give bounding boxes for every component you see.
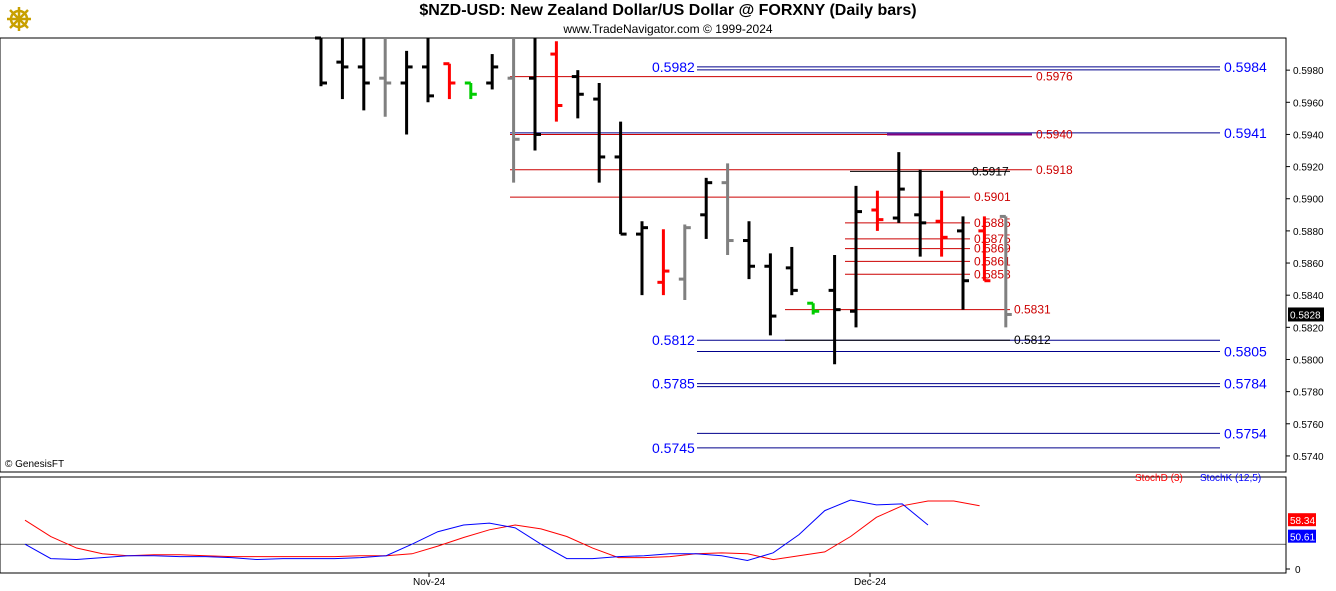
ohlc-bar [422, 38, 434, 103]
ohlc-bar [700, 177, 713, 239]
ohlc-bar [657, 229, 670, 296]
blue-level-right-label: 0.5805 [1224, 343, 1267, 359]
price-tick-label: 0.5960 [1293, 98, 1324, 109]
blue-level-left-label: 0.5785 [652, 376, 695, 392]
ohlc-bar [871, 190, 884, 231]
time-tick-label: Dec-24 [854, 577, 887, 588]
ohlc-bar [743, 221, 755, 280]
ohlc-bar [571, 70, 584, 119]
price-tick-label: 0.5760 [1293, 420, 1324, 431]
ohlc-bar [721, 163, 734, 255]
ohlc-bar [892, 152, 905, 223]
blue-level-right-label: 0.5784 [1224, 376, 1267, 392]
price-tick-label: 0.5740 [1293, 452, 1324, 463]
chart-subtitle: www.TradeNavigator.com © 1999-2024 [563, 22, 773, 36]
price-tick-label: 0.5800 [1293, 355, 1324, 366]
ohlc-bar [379, 38, 392, 117]
price-tick-label: 0.5900 [1293, 195, 1324, 206]
stochd-last-label: 58.34 [1290, 516, 1315, 527]
ohlc-bar [464, 81, 477, 100]
ohlc-bar [636, 221, 648, 296]
blue-level-right-label: 0.5941 [1224, 125, 1267, 141]
legend-stochk: StochK (12,5) [1200, 473, 1261, 484]
ohlc-bars [315, 36, 1012, 365]
stochd-last-box [1288, 513, 1316, 527]
ohlc-bar [764, 253, 777, 336]
watermark: © GenesisFT [5, 459, 64, 470]
ohlc-bar [678, 224, 691, 301]
ohlc-bar [935, 190, 948, 257]
price-tick-label: 0.5860 [1293, 259, 1324, 270]
chart-title: $NZD-USD: New Zealand Dollar/US Dollar @… [419, 2, 917, 19]
ohlc-bar [999, 214, 1012, 328]
time-tick-label: Nov-24 [413, 577, 446, 588]
ohlc-bar [593, 83, 606, 183]
price-tick-label: 0.5840 [1293, 291, 1324, 302]
price-tick-label: 0.5780 [1293, 388, 1324, 399]
ohlc-bar [486, 54, 499, 90]
ohlc-bar [785, 246, 798, 296]
last-price-box [1288, 307, 1324, 322]
ohlc-bar [357, 38, 370, 111]
ohlc-bar [507, 38, 520, 183]
black-level-label: 0.5812 [1014, 333, 1051, 347]
ohlc-bar [550, 41, 563, 122]
price-tick-label: 0.5980 [1293, 66, 1324, 77]
blue-level-right-label: 0.5754 [1224, 425, 1267, 441]
stochastic-panel [0, 476, 1287, 574]
time-axis: Nov-24 Dec-24 [413, 573, 887, 588]
price-tick-label: 0.5820 [1293, 323, 1324, 334]
ohlc-bar [914, 169, 927, 257]
stochk-last-label: 50.61 [1290, 533, 1315, 544]
blue-level-left-label: 0.5982 [652, 59, 695, 75]
red-level-label: 0.5976 [1036, 70, 1073, 84]
ship-wheel-icon [7, 7, 31, 31]
legend-stochd: StochD (3) [1135, 473, 1183, 484]
ohlc-bar [957, 216, 969, 310]
ohlc-bar [400, 50, 413, 135]
stochk-last-box [1288, 529, 1316, 543]
black-level-label: 0.5917 [972, 164, 1009, 178]
price-tick-label: 0.5880 [1293, 227, 1324, 238]
red-level-label: 0.5831 [1014, 303, 1051, 317]
title-bar: $NZD-USD: New Zealand Dollar/US Dollar @… [0, 0, 1336, 38]
stochk-line [24, 499, 929, 562]
ohlc-bar [336, 38, 349, 100]
blue-level-right-label: 0.5984 [1224, 59, 1267, 75]
blue-level-left-label: 0.5812 [652, 332, 695, 348]
price-tick-label: 0.5920 [1293, 163, 1324, 174]
ohlc-bar [529, 38, 541, 151]
ohlc-bar [850, 185, 862, 328]
blue-level-left-label: 0.5745 [652, 440, 695, 456]
price-axis: 0.5980 0.5960 0.5940 0.5920 0.5900 0.5880 0.58… [1286, 66, 1324, 463]
last-price-label: 0.5828 [1290, 310, 1321, 321]
level-lines: 0.5982 0.5984 0.5941 0.5812 0.5805 0.5785 0.57… [510, 59, 1267, 456]
stochd-line [24, 500, 980, 561]
ohlc-bar [315, 36, 327, 87]
ohlc-bar [828, 255, 841, 365]
red-level-label: 0.5901 [974, 190, 1011, 204]
ohlc-bar [807, 301, 820, 315]
ohlc-bar [978, 216, 991, 283]
stochastic-lines: 58.34 50.61 0 [0, 499, 1316, 576]
red-level-label: 0.5940 [1036, 127, 1073, 141]
red-level-label: 0.5918 [1036, 163, 1073, 177]
price-tick-label: 0.5940 [1293, 130, 1324, 141]
stoch-tick-label: 0 [1295, 565, 1301, 576]
ohlc-bar [443, 62, 456, 100]
ohlc-bar [614, 121, 627, 236]
